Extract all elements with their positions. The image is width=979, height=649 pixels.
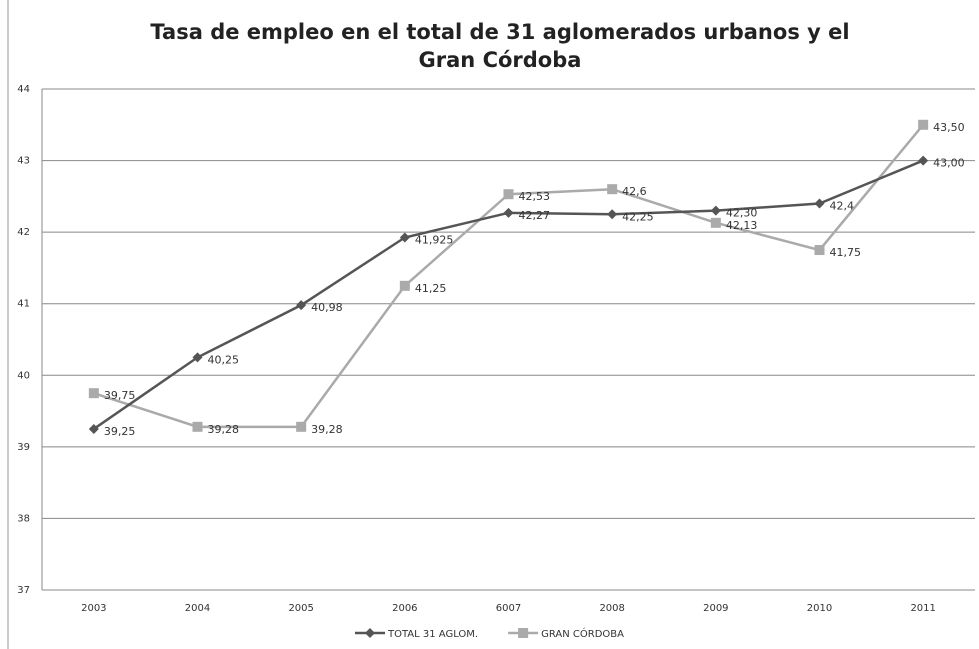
data-point (814, 245, 825, 256)
series-line (93, 123, 925, 429)
x-tick-label: 6007 (496, 603, 521, 614)
data-label: 39,28 (208, 423, 240, 436)
legend-label: GRAN CÓRDOBA (541, 627, 624, 640)
x-tick-label: 2008 (599, 603, 624, 614)
y-tick-label: 38 (17, 513, 30, 524)
x-tick-label: 2004 (185, 603, 210, 614)
data-point (192, 352, 203, 363)
data-point (607, 184, 618, 195)
x-tick-label: 2005 (288, 603, 313, 614)
y-tick-label: 44 (17, 84, 30, 95)
data-point (399, 280, 410, 291)
data-point (918, 119, 929, 130)
data-point (814, 198, 825, 209)
y-tick-label: 43 (17, 156, 30, 167)
y-tick-label: 42 (17, 227, 30, 238)
data-point (710, 217, 721, 228)
data-point (503, 207, 514, 218)
data-point (296, 421, 307, 432)
x-tick-label: 2009 (703, 603, 728, 614)
data-label: 42,30 (726, 207, 758, 220)
x-tick-label: 2011 (910, 603, 935, 614)
data-label: 39,75 (104, 389, 136, 402)
data-label: 42,4 (830, 200, 855, 213)
data-point (296, 300, 307, 311)
data-label: 42,13 (726, 219, 758, 232)
data-label: 40,98 (311, 301, 343, 314)
data-label: 43,50 (933, 121, 965, 134)
y-tick-label: 39 (17, 442, 30, 453)
data-point (607, 209, 618, 220)
data-label: 43,00 (933, 157, 965, 170)
data-point (918, 155, 929, 166)
x-tick-label: 2006 (392, 603, 417, 614)
data-label: 42,27 (519, 209, 551, 222)
data-label: 39,28 (311, 423, 343, 436)
y-tick-label: 41 (17, 299, 30, 310)
data-point (192, 421, 203, 432)
data-point (88, 388, 99, 399)
y-tick-label: 37 (17, 585, 30, 596)
legend-marker (518, 628, 529, 638)
data-point (710, 205, 721, 216)
data-label: 41,925 (415, 234, 454, 247)
data-point (503, 189, 514, 200)
data-label: 42,25 (622, 210, 654, 223)
series-line (93, 159, 924, 430)
data-label: 41,75 (830, 246, 862, 259)
data-label: 40,25 (208, 353, 240, 366)
legend-marker (365, 628, 375, 638)
data-label: 42,6 (622, 185, 647, 198)
data-label: 41,25 (415, 282, 447, 295)
data-point (88, 423, 99, 434)
chart-title: Tasa de empleo en el total de 31 aglomer… (150, 20, 850, 72)
x-tick-label: 2010 (807, 603, 832, 614)
data-label: 39,25 (104, 425, 136, 438)
data-point (399, 232, 410, 243)
y-tick-label: 40 (17, 370, 30, 381)
data-label: 42,53 (519, 190, 551, 203)
x-tick-label: 2003 (81, 603, 106, 614)
legend-label: TOTAL 31 AGLOM. (387, 629, 478, 640)
